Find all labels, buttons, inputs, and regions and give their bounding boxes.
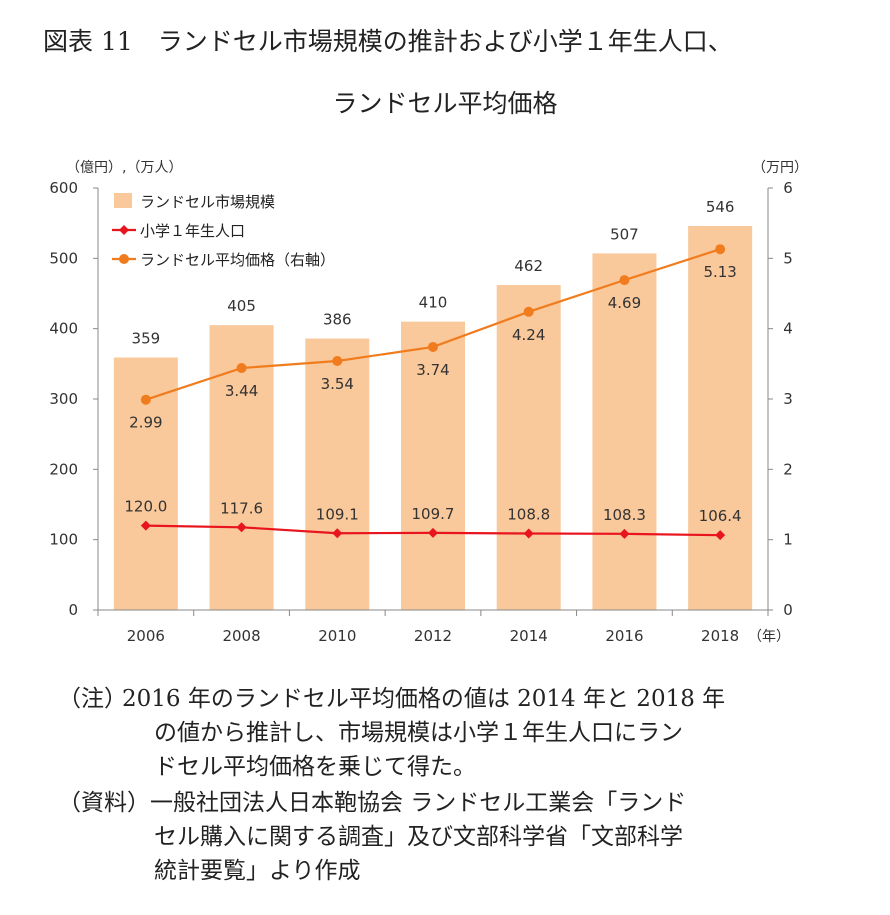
- population-data-label-2016: 108.3: [603, 506, 646, 524]
- avg-price-point-2008: [236, 363, 247, 374]
- population-point-2012: [428, 527, 438, 538]
- chart-title-line-2: ランドセル平均価格: [332, 89, 558, 118]
- left-y-tick-label: 200: [49, 460, 78, 478]
- avg-price-data-label-2010: 3.54: [321, 375, 354, 393]
- source-line-3: 統計要覧」より作成: [154, 858, 361, 884]
- bar-market-size-2018: [688, 225, 753, 610]
- x-tick-label: 2014: [510, 627, 548, 645]
- x-tick-label: 2016: [605, 627, 643, 645]
- right-y-tick-label: 0: [783, 601, 793, 619]
- avg-price-data-label-2018: 5.13: [703, 263, 736, 281]
- x-tick-label: 2012: [414, 627, 452, 645]
- avg-price-data-label-2014: 4.24: [512, 326, 545, 344]
- bar-data-label-2018: 546: [706, 198, 735, 216]
- population-point-2006: [140, 520, 151, 531]
- legend-swatch-marker: [119, 254, 129, 264]
- avg-price-point-2014: [523, 306, 534, 317]
- right-y-tick-label: 2: [783, 460, 793, 478]
- avg-price-point-2018: [715, 244, 726, 255]
- x-tick-label: 2018: [701, 627, 739, 645]
- note-label: （注）: [58, 686, 127, 712]
- chart-title-line-1: 図表 11 ランドセル市場規模の推計および小学１年生人口、: [43, 27, 733, 56]
- right-y-tick-label: 3: [783, 390, 793, 408]
- legend-entry-label: ランドセル市場規模: [140, 193, 275, 211]
- source-line-1: 一般社団法人日本鞄協会 ランドセル工業会「ランド: [150, 790, 687, 816]
- right-y-axis-unit: （万円）: [752, 160, 808, 176]
- combo-chart: 0 100 200 300 400 500 600 0 1 2 3 4 5 6 2006 2008 2010 20…: [49, 160, 808, 645]
- bar-market-size-2014: [496, 285, 561, 610]
- left-y-tick-label: 500: [49, 249, 78, 267]
- population-point-2010: [332, 528, 343, 539]
- left-y-tick-label: 400: [49, 320, 78, 338]
- x-tick-label: 2008: [222, 627, 260, 645]
- bar-data-label-2016: 507: [610, 225, 639, 243]
- right-y-tick-label: 1: [783, 531, 793, 549]
- right-y-tick-label: 6: [783, 179, 793, 197]
- avg-price-point-2016: [619, 275, 630, 286]
- x-tick-label: 2006: [127, 627, 165, 645]
- population-point-2016: [619, 528, 630, 539]
- left-y-tick-label: 100: [49, 531, 78, 549]
- bar-market-size-2010: [305, 338, 370, 610]
- legend-swatch-bar: [114, 193, 132, 208]
- bar-data-label-2006: 359: [132, 330, 161, 348]
- population-data-label-2008: 117.6: [220, 499, 263, 517]
- left-y-tick-label: 300: [49, 390, 78, 408]
- avg-price-data-label-2008: 3.44: [225, 382, 258, 400]
- legend-entry-label: ランドセル平均価格（右軸）: [140, 251, 335, 269]
- left-y-tick-label: 0: [68, 601, 78, 619]
- x-axis-unit: （年）: [748, 629, 790, 645]
- legend-swatch-marker: [119, 225, 129, 235]
- population-data-label-2010: 109.1: [316, 505, 359, 523]
- avg-price-data-label-2012: 3.74: [416, 361, 449, 379]
- avg-price-point-2006: [140, 394, 151, 405]
- population-data-label-2012: 109.7: [412, 505, 455, 523]
- population-point-2014: [523, 528, 534, 539]
- avg-price-point-2012: [428, 341, 438, 352]
- population-data-label-2018: 106.4: [699, 507, 742, 525]
- avg-price-data-label-2006: 2.99: [129, 414, 162, 432]
- source-line-2: セル購入に関する調査」及び文部科学省「文部科学: [154, 824, 683, 850]
- right-y-tick-label: 5: [783, 249, 793, 267]
- x-tick-label: 2010: [318, 627, 356, 645]
- right-y-tick-label: 4: [783, 320, 793, 338]
- bar-data-label-2010: 386: [323, 311, 352, 329]
- bar-data-label-2008: 405: [227, 297, 256, 315]
- bar-market-size-2016: [592, 253, 657, 610]
- source-label: （資料）: [58, 790, 150, 816]
- left-y-tick-label: 600: [49, 179, 78, 197]
- avg-price-data-label-2016: 4.69: [608, 294, 641, 312]
- legend-entry-label: 小学１年生人口: [140, 222, 245, 240]
- bar-data-label-2012: 410: [419, 294, 448, 312]
- bar-market-size-2012: [401, 321, 465, 610]
- population-data-label-2006: 120.0: [124, 498, 167, 516]
- population-point-2008: [236, 522, 247, 533]
- note-line-2: の値から推計し、市場規模は小学１年生人口にラン: [154, 720, 683, 746]
- note-line-3: ドセル平均価格を乗じて得た。: [154, 754, 476, 780]
- avg-price-point-2010: [332, 356, 343, 367]
- population-point-2018: [715, 530, 726, 541]
- note-line-1: 2016 年のランドセル平均価格の値は 2014 年と 2018 年: [122, 686, 726, 712]
- left-y-axis-unit: （億円）,（万人）: [66, 160, 182, 176]
- bar-data-label-2014: 462: [514, 257, 543, 275]
- population-data-label-2014: 108.8: [507, 505, 550, 523]
